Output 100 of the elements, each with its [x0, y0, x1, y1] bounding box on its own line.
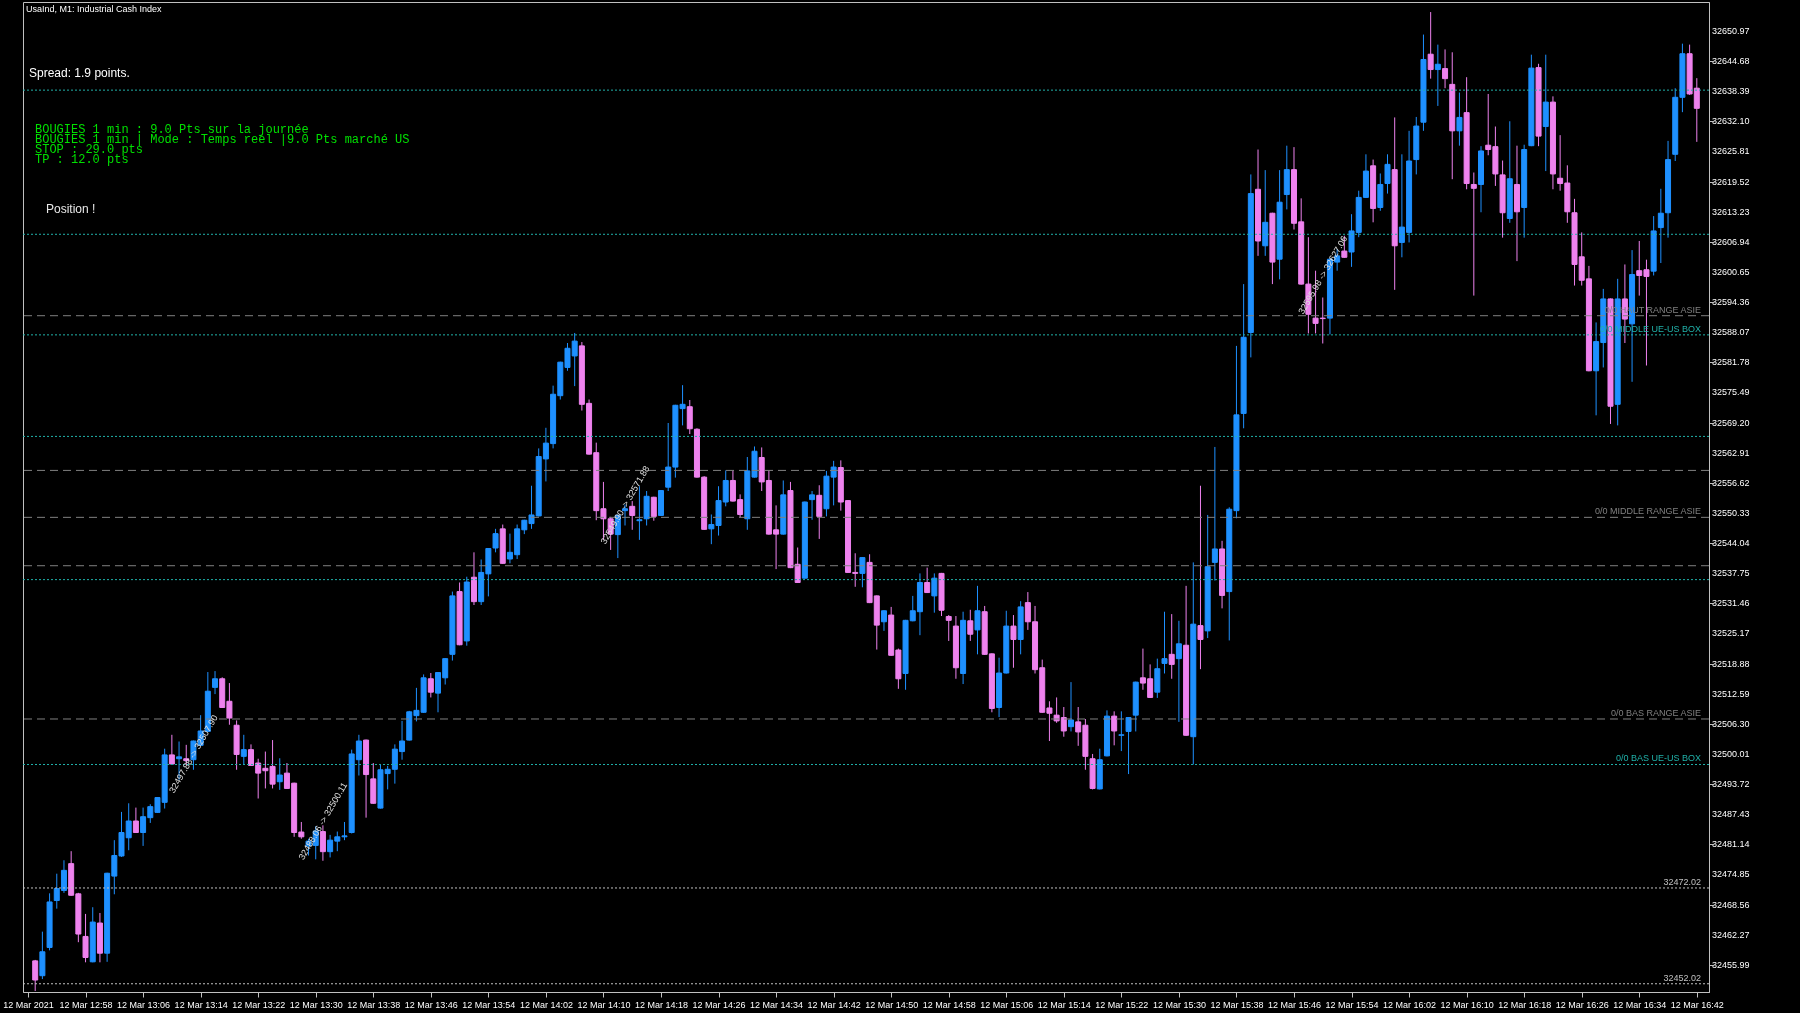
y-tick-label: 32569.20 [1712, 417, 1750, 428]
candlestick [427, 672, 434, 698]
x-tick-label: 12 Mar 15:30 [1152, 999, 1206, 1010]
candlestick [1125, 716, 1132, 775]
x-tick-label: 12 Mar 15:46 [1267, 999, 1322, 1010]
x-tick-label: 12 Mar 15:06 [980, 999, 1034, 1010]
ref-line-label: 0/0 BAS UE-US BOX [1615, 753, 1701, 764]
x-tick-label: 12 Mar 14:34 [750, 999, 804, 1010]
candlestick [1068, 681, 1074, 732]
y-tick-label: 32518.88 [1712, 658, 1750, 669]
candlestick [859, 556, 866, 588]
candlestick [1456, 92, 1463, 147]
x-tick-label: 12 Mar 16:26 [1555, 999, 1609, 1010]
candlestick [967, 609, 974, 642]
candlestick [1111, 710, 1118, 746]
y-tick-label: 32619.52 [1712, 176, 1750, 187]
y-tick-label: 32613.23 [1712, 206, 1750, 217]
candlestick [1211, 446, 1218, 582]
y-tick-label: 32600.65 [1712, 266, 1750, 277]
candlestick [1657, 188, 1664, 264]
candlestick [816, 484, 823, 540]
candlestick [686, 399, 693, 435]
y-tick-label: 32575.49 [1712, 387, 1750, 398]
candlestick [1118, 710, 1125, 752]
y-tick-label: 32525.17 [1712, 628, 1750, 639]
candlestick [212, 670, 219, 695]
candlestick [1168, 613, 1175, 680]
candlestick [1384, 153, 1391, 195]
ref-line-label: 0/0 BAS RANGE ASIE [1610, 708, 1701, 718]
candlestick [974, 585, 981, 655]
y-tick-label: 32487.43 [1712, 809, 1750, 820]
candlestick [629, 500, 636, 531]
candlestick [1175, 620, 1182, 723]
candlestick [945, 614, 952, 642]
candlestick [622, 503, 629, 526]
x-tick-label: 12 Mar 13:38 [347, 999, 401, 1010]
y-tick-label: 32493.72 [1712, 779, 1750, 790]
y-tick-label: 32512.59 [1712, 688, 1750, 699]
x-tick-label: 12 Mar 15:22 [1095, 999, 1149, 1010]
candlestick [132, 807, 139, 834]
y-tick-label: 32644.68 [1712, 56, 1750, 67]
candlestick [39, 931, 46, 980]
annotation: Spread: 1.9 points. [29, 66, 130, 80]
candlestick [1341, 235, 1348, 259]
y-tick-label: 32650.97 [1712, 25, 1750, 36]
candlestick [32, 959, 39, 992]
x-tick-label: 12 Mar 13:54 [462, 999, 516, 1010]
x-tick-label: 12 Mar 16:42 [1670, 999, 1724, 1010]
x-tick-label: 12 Mar 16:34 [1613, 999, 1667, 1010]
y-tick-label: 32562.91 [1712, 447, 1750, 458]
chart-title: UsaInd, M1: Industrial Cash Index [26, 4, 163, 14]
candlestick [1442, 48, 1449, 89]
candlestick [1434, 44, 1441, 107]
candlestick [1427, 11, 1434, 80]
x-tick-label: 12 Mar 14:26 [692, 999, 746, 1010]
candlestick [1010, 614, 1017, 669]
y-tick-label: 32544.04 [1712, 538, 1750, 549]
y-tick-label: 32500.01 [1712, 748, 1750, 759]
y-tick-label: 32625.81 [1712, 146, 1750, 157]
x-tick-label: 12 Mar 14:58 [922, 999, 976, 1010]
candlestick [1161, 611, 1168, 674]
y-tick-label: 32462.27 [1712, 929, 1750, 940]
y-tick-label: 32594.36 [1712, 297, 1750, 308]
x-tick-label: 12 Mar 14:10 [577, 999, 631, 1010]
ref-line-label: 0/0 HAUT RANGE ASIE [1604, 304, 1701, 315]
x-tick-label: 12 Mar 15:14 [1037, 999, 1091, 1010]
y-tick-label: 32581.78 [1712, 357, 1750, 368]
x-tick-label: 12 Mar 16:10 [1440, 999, 1494, 1010]
x-tick-label: 12 Mar 14:18 [634, 999, 689, 1010]
x-tick-label: 12 Mar 2021 [3, 999, 54, 1010]
x-tick-label: 12 Mar 15:38 [1210, 999, 1264, 1010]
x-tick-label: 12 Mar 16:18 [1498, 999, 1552, 1010]
y-tick-label: 32588.07 [1712, 327, 1750, 338]
candlestick [1154, 658, 1161, 699]
y-tick-label: 32474.85 [1712, 869, 1750, 880]
y-tick-label: 32638.39 [1712, 86, 1750, 97]
x-tick-label: 12 Mar 16:02 [1383, 999, 1437, 1010]
ref-line-label: 32452.02 [1663, 972, 1701, 983]
candlestick [240, 734, 247, 766]
annotation: Position ! [46, 202, 96, 216]
y-tick-label: 32531.46 [1712, 598, 1750, 609]
y-tick-label: 32537.75 [1712, 568, 1750, 579]
x-tick-label: 12 Mar 13:30 [289, 999, 343, 1010]
ref-line-label: 0/0 MIDDLE RANGE ASIE [1594, 506, 1701, 517]
candlestick [1262, 169, 1269, 257]
candlestick [1197, 485, 1204, 670]
candlestick [931, 572, 938, 614]
y-tick-label: 32606.94 [1712, 236, 1750, 247]
candlestick [1470, 172, 1477, 297]
y-tick-label: 32506.30 [1712, 718, 1750, 729]
candlestick [880, 609, 887, 632]
x-tick-label: 12 Mar 14:50 [865, 999, 919, 1010]
y-tick-label: 32468.56 [1712, 899, 1750, 910]
x-tick-label: 12 Mar 12:58 [59, 999, 113, 1010]
x-tick-label: 12 Mar 14:42 [807, 999, 861, 1010]
y-tick-label: 32556.62 [1712, 477, 1750, 488]
candlestick [924, 567, 931, 594]
x-tick-label: 12 Mar 13:14 [174, 999, 228, 1010]
x-tick-label: 12 Mar 13:46 [404, 999, 458, 1010]
x-tick-label: 12 Mar 15:54 [1325, 999, 1379, 1010]
